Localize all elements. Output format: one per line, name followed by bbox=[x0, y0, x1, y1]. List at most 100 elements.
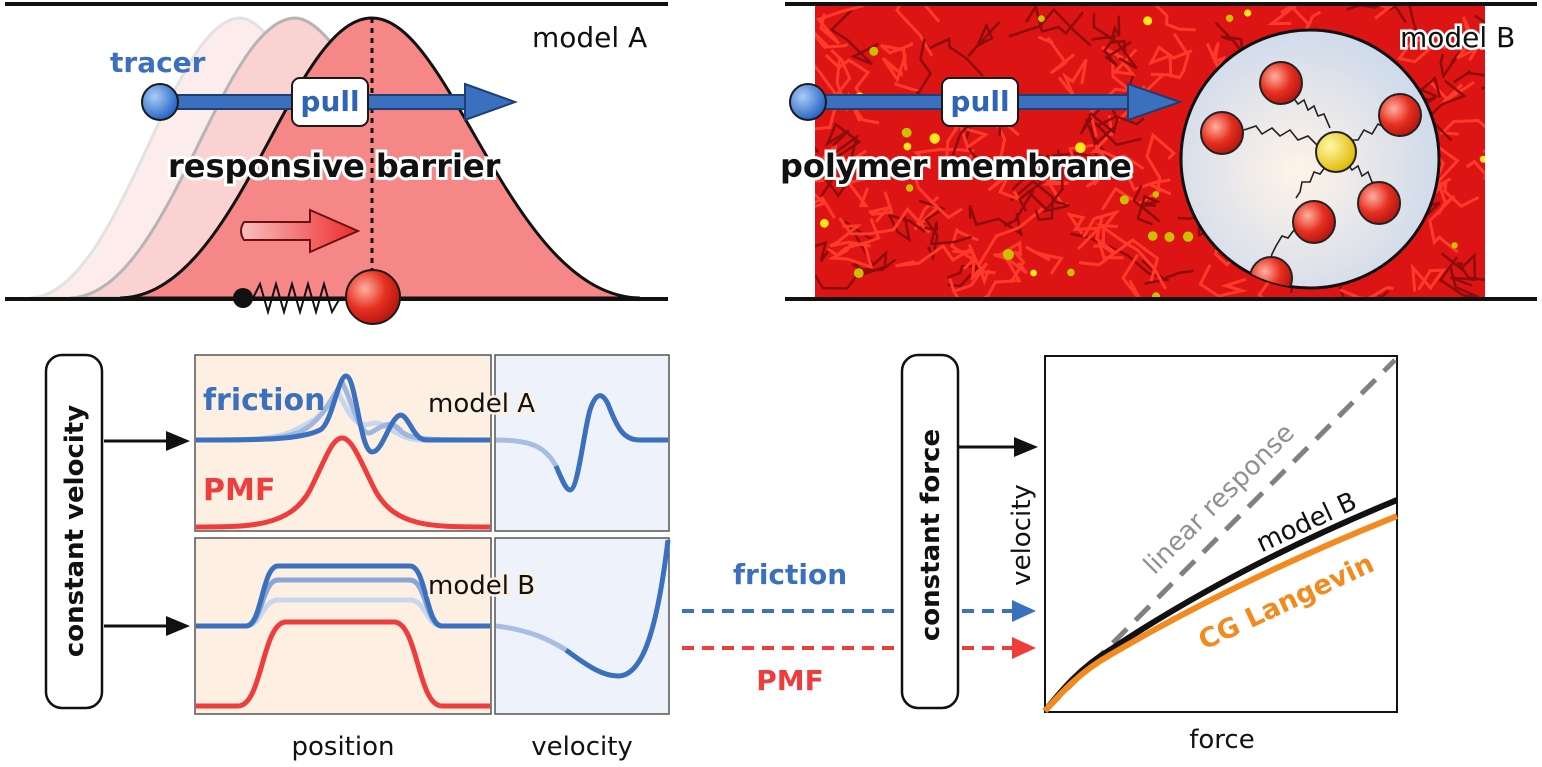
polymer-strand bbox=[1066, 212, 1103, 250]
barrier-bead bbox=[345, 269, 401, 325]
spring bbox=[252, 280, 350, 316]
constant-force-box bbox=[900, 353, 960, 710]
zoom-bubble bbox=[1179, 28, 1441, 290]
crosslinker-dot bbox=[909, 160, 919, 170]
friction-dashed-arrow-head bbox=[1012, 600, 1036, 622]
polymer-strand bbox=[824, 53, 871, 110]
polymer-strand bbox=[1082, 209, 1121, 248]
polymer-strand bbox=[829, 5, 879, 66]
force-plot-xlabel: force bbox=[1189, 725, 1254, 755]
polymer-strand bbox=[1079, 99, 1119, 135]
polymer-strand bbox=[1088, 58, 1136, 138]
polymer-strand bbox=[1094, 144, 1171, 192]
polymer-strand bbox=[1465, 159, 1485, 180]
polymer-strand bbox=[846, 175, 879, 208]
polymer-strand bbox=[1025, 5, 1084, 36]
polymer-membrane-label: polymer membrane bbox=[780, 147, 1132, 185]
bead-red-4 bbox=[1357, 181, 1401, 225]
polymer-strand bbox=[1153, 5, 1196, 32]
polymer-strand bbox=[1388, 5, 1420, 37]
crosslinker-dot bbox=[820, 218, 829, 228]
crosslinker-dot bbox=[853, 268, 864, 278]
model-a-label: model A bbox=[532, 21, 647, 54]
model-a-pmf-curve bbox=[195, 435, 491, 530]
crosslinker-dot bbox=[929, 133, 940, 144]
polymer-strand bbox=[826, 218, 881, 257]
bead-red-3 bbox=[1378, 93, 1422, 137]
polymer-strand bbox=[1378, 290, 1389, 297]
polymer-strand bbox=[829, 224, 871, 248]
polymer-strand bbox=[987, 169, 1024, 203]
crosslinker-dot bbox=[1244, 9, 1252, 17]
model-b-velocity-panel bbox=[494, 537, 670, 715]
polymer-strand bbox=[1090, 115, 1145, 142]
polymer-strand bbox=[1094, 223, 1167, 290]
polymer-strand bbox=[1150, 33, 1190, 80]
model-a-plot-label: model A bbox=[428, 389, 535, 419]
polymer-strand bbox=[1148, 45, 1193, 78]
polymer-strand bbox=[1037, 35, 1076, 75]
polymer-strand bbox=[867, 191, 894, 223]
model-b-velocity-curve bbox=[564, 539, 671, 679]
bead-yellow-center bbox=[1315, 131, 1357, 173]
polymer-strand bbox=[1057, 58, 1088, 97]
polymer-strand bbox=[815, 258, 896, 290]
panel-model-b: pull polymer membrane model B bbox=[777, 2, 1537, 301]
polymer-strand bbox=[815, 142, 868, 169]
polymer-strand bbox=[815, 172, 834, 208]
polymer-strand bbox=[886, 213, 926, 243]
spring-anchor bbox=[233, 288, 253, 308]
constant-force-scheme: constant force linear response model B C… bbox=[900, 353, 1399, 755]
constant-velocity-label: constant velocity bbox=[60, 405, 90, 657]
constant-force-label: constant force bbox=[916, 429, 946, 641]
barrier-motion-arrow bbox=[240, 208, 361, 254]
crosslinker-dot bbox=[1164, 232, 1175, 242]
polymer-strand bbox=[967, 20, 1001, 58]
polymer-strand bbox=[1214, 22, 1244, 57]
pull-arrow-b-head bbox=[1127, 82, 1184, 122]
bead-red-2 bbox=[1200, 111, 1244, 155]
polymer-strand bbox=[815, 5, 865, 45]
polymer-strand bbox=[948, 278, 1020, 297]
polymer-strand bbox=[1428, 194, 1459, 254]
tracer-label: tracer bbox=[110, 46, 206, 79]
polymer-strand bbox=[1374, 5, 1395, 20]
polymer-strand bbox=[1068, 143, 1108, 188]
polymer-strand bbox=[815, 240, 832, 262]
crosslinker-dot bbox=[1152, 191, 1160, 198]
polymer-strand bbox=[1095, 215, 1160, 282]
pmf-dashed-arrow-head bbox=[1012, 637, 1036, 659]
arrow-to-force-plot-head bbox=[1014, 437, 1038, 457]
crosslinker-dot bbox=[869, 46, 879, 56]
pull-arrow-head bbox=[464, 82, 518, 122]
bead-red-5 bbox=[1292, 200, 1336, 244]
polymer-strand bbox=[968, 205, 1023, 237]
pmf-label: PMF bbox=[203, 473, 275, 508]
constant-velocity-scheme: constant velocity friction PMF model A m bbox=[44, 353, 671, 762]
panel-model-a: pull tracer model A responsive barrier bbox=[5, 2, 668, 325]
polymer-strand bbox=[1025, 245, 1064, 275]
crosslinker-dot bbox=[1152, 292, 1161, 297]
middle-friction-label: friction bbox=[733, 558, 847, 591]
responsive-barrier-label: responsive barrier bbox=[168, 147, 501, 185]
crosslinker-dot bbox=[905, 184, 914, 192]
crosslinker-dot bbox=[1038, 15, 1045, 22]
middle-pmf-label: PMF bbox=[756, 664, 824, 697]
crosslinker-dot bbox=[1030, 269, 1037, 277]
bead-red-1 bbox=[1259, 61, 1303, 105]
cg-langevin-curve bbox=[1042, 513, 1399, 714]
polymer-strand bbox=[1008, 7, 1092, 47]
polymer-strand bbox=[815, 179, 836, 219]
polymer-strand bbox=[895, 243, 973, 268]
polymer-strand bbox=[815, 30, 849, 50]
constant-velocity-box bbox=[44, 353, 104, 710]
crosslinker-dot bbox=[904, 169, 914, 179]
crosslinker-dot bbox=[1147, 231, 1158, 241]
pull-label: pull bbox=[300, 85, 359, 118]
crosslinker-dot bbox=[1119, 195, 1129, 205]
model-b-velocity-curve-faint bbox=[495, 623, 568, 653]
polymer-strand bbox=[1396, 32, 1447, 64]
tracer-bead-b bbox=[789, 83, 827, 121]
crosslinker-dot bbox=[1002, 249, 1014, 260]
